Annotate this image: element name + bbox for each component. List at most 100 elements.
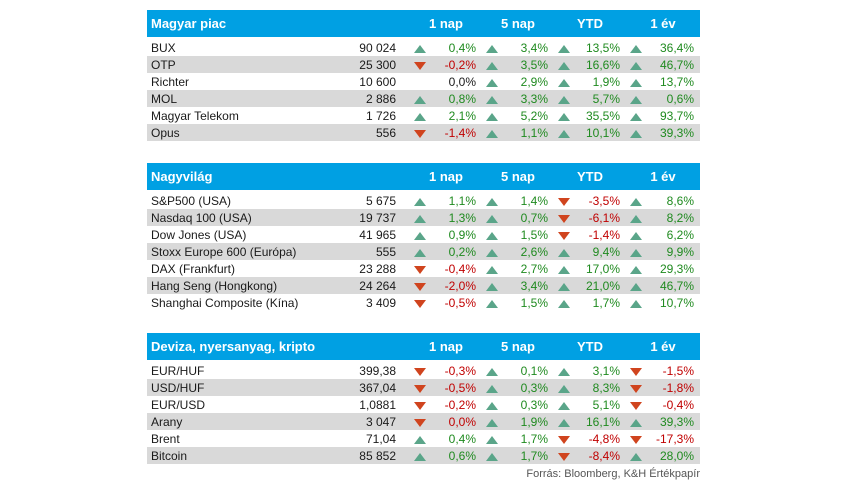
instrument-name: Bitcoin — [147, 447, 330, 464]
change-cell: 6,2% — [626, 226, 700, 243]
change-cell: 3,4% — [482, 277, 554, 294]
change-cell: 46,7% — [626, 56, 700, 73]
arrow-up-icon — [486, 214, 498, 223]
arrow-up-icon — [558, 401, 570, 410]
arrow-down-icon — [414, 367, 426, 376]
change-cell: 0,3% — [482, 396, 554, 413]
instrument-name: S&P500 (USA) — [147, 190, 330, 209]
instrument-price: 71,04 — [330, 430, 410, 447]
change-value: 6,2% — [666, 227, 694, 242]
change-cell: 2,9% — [482, 73, 554, 90]
arrow-up-icon — [486, 95, 498, 104]
arrow-down-icon — [558, 197, 570, 206]
instrument-name: Brent — [147, 430, 330, 447]
table-row: Shanghai Composite (Kína) 3 409 -0,5% 1,5% 1… — [147, 294, 700, 311]
change-value: -1,4% — [588, 227, 620, 242]
change-value: 36,4% — [659, 40, 694, 55]
instrument-price: 85 852 — [330, 447, 410, 464]
change-value: 1,7% — [520, 431, 548, 446]
instrument-name: EUR/USD — [147, 396, 330, 413]
change-value: 1,9% — [520, 414, 548, 429]
arrow-up-icon — [414, 197, 426, 206]
change-value: 0,6% — [448, 448, 476, 463]
arrow-up-icon — [558, 418, 570, 427]
arrow-up-icon — [558, 282, 570, 291]
table-row: Opus 556 -1,4% 1,1% 10,1% 39,3% — [147, 124, 700, 141]
market-table: Magyar piac 1 nap 5 nap YTD 1 év BUX 90 024 0,4… — [147, 10, 700, 141]
arrow-up-icon — [414, 112, 426, 121]
arrow-up-icon — [414, 248, 426, 257]
change-value: -4,8% — [588, 431, 620, 446]
instrument-name: OTP — [147, 56, 330, 73]
change-value: 28,0% — [659, 448, 694, 463]
instrument-name: EUR/HUF — [147, 360, 330, 379]
arrow-up-icon — [630, 129, 642, 138]
change-cell: 2,7% — [482, 260, 554, 277]
instrument-price: 555 — [330, 243, 410, 260]
column-header: 1 év — [626, 10, 700, 38]
arrow-up-icon — [486, 197, 498, 206]
change-value: 35,5% — [585, 108, 620, 123]
change-cell: -1,8% — [626, 379, 700, 396]
market-summary: Magyar piac 1 nap 5 nap YTD 1 év BUX 90 024 0,4… — [147, 10, 700, 480]
change-value: 3,4% — [520, 278, 548, 293]
arrow-up-icon — [630, 282, 642, 291]
change-value: 3,3% — [520, 91, 548, 106]
change-value: -0,4% — [662, 397, 694, 412]
change-value: -1,4% — [444, 125, 476, 140]
arrow-down-icon — [414, 384, 426, 393]
change-cell: 0,4% — [410, 430, 482, 447]
change-cell: 21,0% — [554, 277, 626, 294]
arrow-down-icon — [414, 282, 426, 291]
price-header — [330, 10, 410, 38]
market-table: Deviza, nyersanyag, kripto 1 nap 5 nap YTD 1… — [147, 333, 700, 464]
change-cell: 16,6% — [554, 56, 626, 73]
price-header — [330, 333, 410, 361]
instrument-price: 41 965 — [330, 226, 410, 243]
arrow-down-icon — [414, 129, 426, 138]
change-value: -17,3% — [655, 431, 694, 446]
change-cell: -0,4% — [626, 396, 700, 413]
arrow-down-icon — [558, 214, 570, 223]
change-cell: 8,3% — [554, 379, 626, 396]
instrument-name: Shanghai Composite (Kína) — [147, 294, 330, 311]
change-cell: 16,1% — [554, 413, 626, 430]
arrow-up-icon — [558, 367, 570, 376]
table-row: Richter 10 600 0,0% 2,9% 1,9% 13,7% — [147, 73, 700, 90]
change-value: 8,3% — [592, 380, 620, 395]
change-value: 0,4% — [448, 431, 476, 446]
column-header: 1 nap — [410, 10, 482, 38]
change-cell: 1,9% — [554, 73, 626, 90]
change-cell: 1,5% — [482, 226, 554, 243]
arrow-up-icon — [486, 231, 498, 240]
change-value: 1,7% — [592, 295, 620, 310]
change-value: 10,1% — [585, 125, 620, 140]
instrument-name: Magyar Telekom — [147, 107, 330, 124]
arrow-up-icon — [630, 112, 642, 121]
instrument-price: 556 — [330, 124, 410, 141]
change-cell: -0,5% — [410, 294, 482, 311]
change-cell: 0,0% — [410, 413, 482, 430]
change-cell: 1,1% — [482, 124, 554, 141]
instrument-name: Dow Jones (USA) — [147, 226, 330, 243]
change-value: -6,1% — [588, 210, 620, 225]
change-cell: 5,1% — [554, 396, 626, 413]
change-value: 0,7% — [520, 210, 548, 225]
change-cell: 10,1% — [554, 124, 626, 141]
change-value: -0,3% — [444, 363, 476, 378]
change-cell: 0,6% — [626, 90, 700, 107]
change-value: 21,0% — [585, 278, 620, 293]
change-cell: 93,7% — [626, 107, 700, 124]
change-value: 3,1% — [592, 363, 620, 378]
arrow-up-icon — [486, 367, 498, 376]
instrument-name: Stoxx Europe 600 (Európa) — [147, 243, 330, 260]
change-cell: 3,5% — [482, 56, 554, 73]
change-value: 13,5% — [585, 40, 620, 55]
table-row: S&P500 (USA) 5 675 1,1% 1,4% -3,5% 8,6% — [147, 190, 700, 209]
market-table: Nagyvilág 1 nap 5 nap YTD 1 év S&P500 (USA) 5 … — [147, 163, 700, 311]
change-value: 9,4% — [592, 244, 620, 259]
change-value: 0,8% — [448, 91, 476, 106]
change-cell: -0,5% — [410, 379, 482, 396]
arrow-up-icon — [414, 435, 426, 444]
change-value: 0,3% — [520, 380, 548, 395]
